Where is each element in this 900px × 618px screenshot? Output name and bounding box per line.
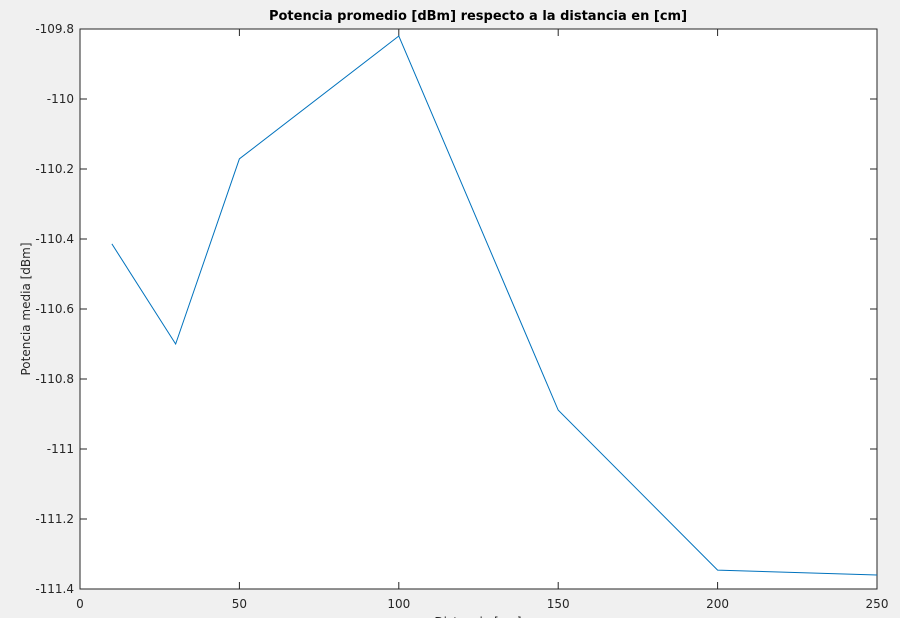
- y-tick-label: -110.4: [35, 232, 74, 246]
- y-tick-label: -111.4: [35, 582, 74, 596]
- chart-title: Potencia promedio [dBm] respecto a la di…: [269, 9, 687, 24]
- x-tick-label: 200: [706, 597, 729, 611]
- x-tick-label: 150: [547, 597, 570, 611]
- y-axis-label: Potencia media [dBm]: [19, 242, 33, 375]
- y-tick-label: -109.8: [35, 22, 74, 36]
- x-axis-label: Distancia [cm]: [434, 615, 521, 618]
- y-tick-label: -110: [47, 92, 74, 106]
- data-line: [111, 35, 878, 576]
- plot-area: [79, 28, 878, 590]
- y-tick-label: -110.6: [35, 302, 74, 316]
- x-tick-label: 50: [232, 597, 247, 611]
- y-tick-label: -110.2: [35, 162, 74, 176]
- x-tick-label: 0: [76, 597, 84, 611]
- x-tick-label: 250: [866, 597, 889, 611]
- x-tick-label: 100: [387, 597, 410, 611]
- y-tick-label: -110.8: [35, 372, 74, 386]
- y-tick-label: -111.2: [35, 512, 74, 526]
- y-tick-label: -111: [47, 442, 74, 456]
